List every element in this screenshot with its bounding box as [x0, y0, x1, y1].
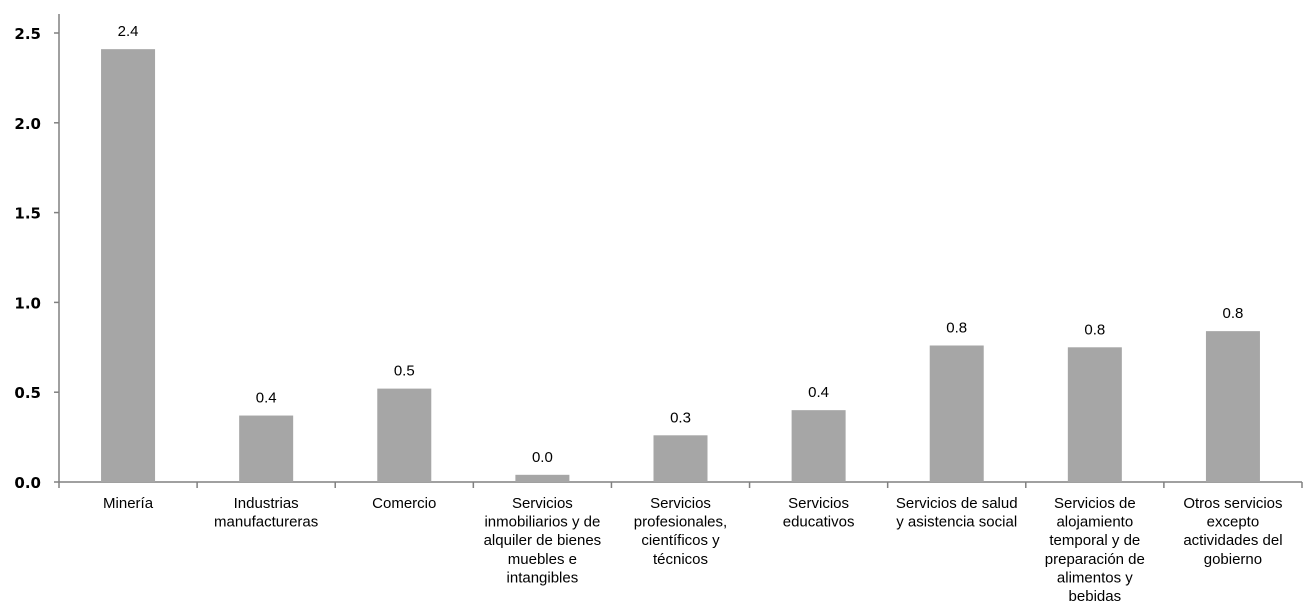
x-tick-label-line: inmobiliarios y de: [484, 514, 600, 531]
x-tick-label-line: Otros servicios: [1183, 495, 1282, 512]
data-label: 2.4: [118, 23, 139, 40]
x-tick-label: Industrias manufactureras: [214, 495, 318, 531]
x-tick-label-line: alquiler de bienes: [484, 532, 602, 549]
bar: [377, 388, 432, 482]
x-tick-label: Servicios educativos: [783, 495, 855, 531]
x-tick-label-line: Servicios: [788, 495, 849, 512]
x-tick-label-line: y asistencia social: [896, 514, 1017, 531]
bars: [101, 49, 1260, 482]
bar: [791, 410, 846, 482]
x-tick-label-line: alimentos y: [1057, 569, 1133, 586]
x-tick-label-line: científicos y: [641, 532, 720, 549]
data-label: 0.0: [532, 449, 553, 466]
y-tick-label: 1.0: [14, 294, 41, 312]
x-tick-label-line: educativos: [783, 514, 855, 531]
bar: [1067, 347, 1122, 482]
y-tick-label: 2.0: [14, 115, 41, 133]
x-tick-label-line: Industrias: [234, 495, 299, 512]
x-tick-label-line: profesionales,: [634, 514, 727, 531]
x-tick-label-line: Minería: [103, 495, 154, 512]
x-tick-label-line: técnicos: [653, 551, 708, 568]
x-tick-label: Comercio: [372, 495, 436, 512]
bar: [515, 474, 570, 482]
bar: [239, 415, 294, 482]
x-tick-label-line: Servicios: [650, 495, 711, 512]
x-tick-label-line: actividades del: [1183, 532, 1282, 549]
bar: [653, 435, 708, 482]
x-tick-label-line: bebidas: [1069, 588, 1122, 604]
y-tick-label: 0.0: [14, 474, 41, 492]
x-tick-label: Otros servicios excepto actividades del gob…: [1183, 495, 1282, 568]
x-tick-label-line: muebles e: [508, 551, 577, 568]
bar: [101, 49, 156, 482]
x-tick-label-line: alojamiento: [1056, 514, 1133, 531]
x-tick-label: Minería: [103, 495, 154, 512]
x-tick-label: Servicios profesionales, científicos y técn…: [634, 495, 727, 568]
x-tick-label-line: intangibles: [507, 569, 579, 586]
x-tick-label-line: Servicios de salud: [896, 495, 1018, 512]
x-tick-label: Servicios de alojamiento temporal y de prep…: [1045, 495, 1145, 604]
bar: [1205, 331, 1260, 482]
x-tick-label-line: Comercio: [372, 495, 436, 512]
data-label: 0.8: [1223, 305, 1244, 322]
x-tick-label-line: preparación de: [1045, 551, 1145, 568]
y-tick-label: 0.5: [14, 384, 41, 402]
data-label: 0.5: [394, 363, 415, 380]
x-tick-label-line: excepto: [1207, 514, 1260, 531]
x-tick-label-line: Servicios: [512, 495, 573, 512]
x-tick-label-line: temporal y de: [1049, 532, 1140, 549]
data-labels: 2.4 0.4 0.5 0.0 0.3 0.4 0.8 0.8 0.8: [118, 23, 1244, 466]
y-tick-label: 2.5: [14, 25, 41, 43]
x-tick-label: Servicios de salud y asistencia social: [896, 495, 1018, 531]
bar: [929, 345, 984, 482]
x-tick-label-line: Servicios de: [1054, 495, 1136, 512]
data-label: 0.4: [808, 384, 829, 401]
data-label: 0.4: [256, 390, 277, 407]
x-axis-labels: Minería Industrias manufactureras Comercio S…: [103, 495, 1283, 604]
data-label: 0.8: [946, 320, 967, 337]
x-tick-label: Servicios inmobiliarios y de alquiler de b…: [484, 495, 602, 586]
data-label: 0.3: [670, 409, 691, 426]
y-tick-label: 1.5: [14, 205, 41, 223]
data-label: 0.8: [1084, 321, 1105, 338]
x-tick-label-line: gobierno: [1204, 551, 1262, 568]
x-tick-label-line: manufactureras: [214, 514, 318, 531]
